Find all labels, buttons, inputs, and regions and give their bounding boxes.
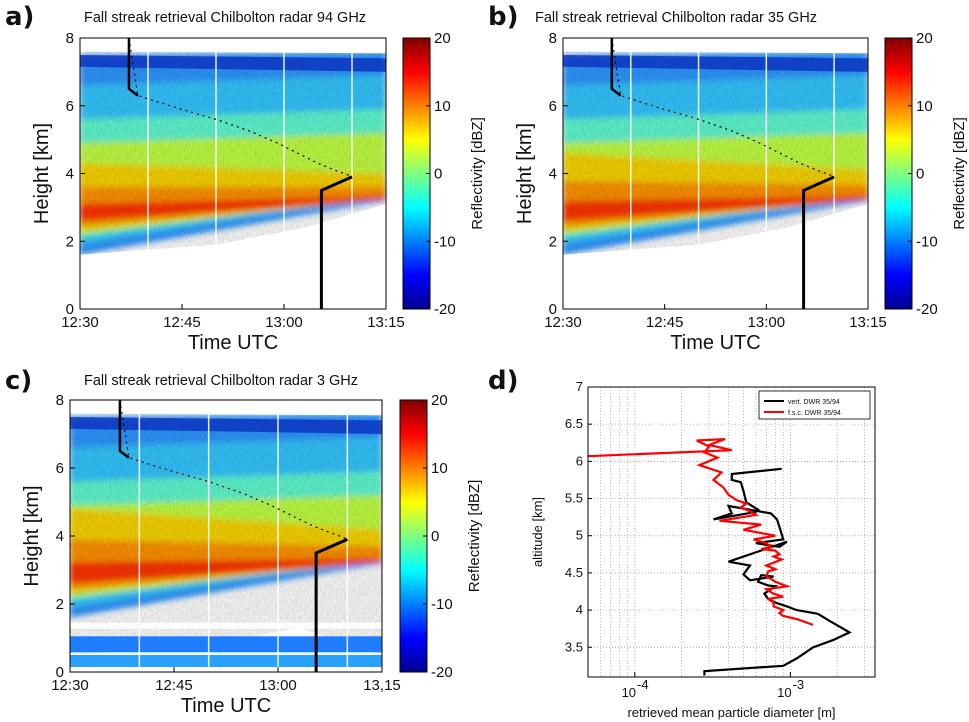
y-tick-label: 8 <box>66 30 74 47</box>
x-tick-label: 13:00 <box>265 314 303 331</box>
y-tick-label: 2 <box>56 596 64 613</box>
colorbar-tick-label: -20 <box>431 664 453 681</box>
colorbar-label: Reflectivity [dBZ] <box>466 480 483 593</box>
colorbar-tick-label: 20 <box>916 30 933 47</box>
colorbar-tick-label: -20 <box>434 301 456 318</box>
y-tick-label: 8 <box>549 30 557 47</box>
colorbar-tick-label: 0 <box>434 166 442 183</box>
x-tick-exponent: -3 <box>793 677 805 692</box>
colorbar-tick-label: 20 <box>431 392 448 409</box>
panel-title: Fall streak retrieval Chilbolton radar 9… <box>84 10 366 26</box>
colorbar-tick-label: 10 <box>434 98 451 115</box>
colorbar-tick-label: 0 <box>916 166 924 183</box>
colorbar <box>885 38 912 309</box>
colorbar-label: Reflectivity [dBZ] <box>469 117 486 230</box>
y-tick-label: 4 <box>56 528 64 545</box>
x-tick-label: 10 <box>777 685 791 700</box>
y-axis-label: altitude [km] <box>530 497 545 567</box>
panel-label: c) <box>5 366 32 396</box>
x-tick-label: 12:30 <box>61 314 99 331</box>
colorbar-tick-label: 20 <box>434 30 451 47</box>
colorbar-tick-label: -10 <box>431 596 453 613</box>
panel-label: d) <box>488 366 519 396</box>
x-tick-label: 12:30 <box>544 314 582 331</box>
y-tick-label: 4 <box>66 166 74 183</box>
panel-title: Fall streak retrieval Chilbolton radar 3… <box>535 10 817 26</box>
y-axis-label: Height [km] <box>21 485 43 586</box>
y-axis-label: Height [km] <box>31 123 53 224</box>
x-tick-label: 12:45 <box>155 677 193 694</box>
y-tick-label: 5.5 <box>565 491 583 506</box>
y-tick-label: 5 <box>576 528 583 543</box>
reflectivity-field <box>563 38 868 309</box>
colorbar <box>403 38 430 309</box>
x-tick-label: 13:15 <box>367 314 405 331</box>
plot-background <box>588 387 875 677</box>
colorbar-tick-label: -10 <box>434 233 456 250</box>
clear-sky-top <box>563 38 868 53</box>
y-tick-label: 4.5 <box>565 565 583 580</box>
colorbar-tick-label: 10 <box>431 460 448 477</box>
reflectivity-field <box>80 38 386 309</box>
y-tick-label: 6 <box>549 98 557 115</box>
x-axis-label: Time UTC <box>181 695 271 717</box>
y-tick-label: 6 <box>66 98 74 115</box>
colorbar-tick-label: 10 <box>916 98 933 115</box>
colorbar-label: Reflectivity [dBZ] <box>951 117 968 230</box>
x-tick-exponent: -4 <box>637 677 649 692</box>
y-tick-label: 7 <box>576 379 583 394</box>
x-tick-label: 13,15 <box>363 677 401 694</box>
y-tick-label: 2 <box>549 233 557 250</box>
panel-label: b) <box>488 2 519 32</box>
x-axis-label: Time UTC <box>188 332 278 354</box>
colorbar-tick-label: -10 <box>916 233 938 250</box>
x-axis-label: Time UTC <box>670 332 760 354</box>
x-tick-label: 13:00 <box>259 677 297 694</box>
colorbar <box>400 400 427 672</box>
panel-a-94ghz: a) Fall streak retrieval Chilbolton radar… <box>5 2 486 354</box>
y-tick-label: 6.5 <box>565 416 583 431</box>
texture <box>70 400 382 672</box>
legend-label-1: f.s.c. DWR 35/94 <box>788 410 841 417</box>
y-tick-label: 8 <box>56 392 64 409</box>
y-tick-label: 6 <box>56 460 64 477</box>
panel-title: Fall streak retrieval Chilbolton radar 3… <box>84 373 358 389</box>
panel-b-35ghz: b) Fall streak retrieval Chilbolton radar… <box>488 2 968 354</box>
panel-c-3ghz: c) Fall streak retrieval Chilbolton radar… <box>5 366 483 717</box>
x-tick-label: 12:45 <box>646 314 684 331</box>
x-tick-label: 12:30 <box>51 677 89 694</box>
x-tick-label: 12:45 <box>163 314 201 331</box>
y-axis-label: Height [km] <box>514 123 536 224</box>
low-clutter-band <box>70 636 382 652</box>
x-tick-label: 13:15 <box>849 314 887 331</box>
reflectivity-field <box>70 400 382 672</box>
clear-sky-top <box>70 400 382 415</box>
y-tick-label: 2 <box>66 233 74 250</box>
y-tick-label: 3.5 <box>565 639 583 654</box>
legend: vert. DWR 35/94 f.s.c. DWR 35/94 <box>759 391 870 419</box>
clear-sky-top <box>80 38 386 53</box>
legend-label-0: vert. DWR 35/94 <box>788 399 840 406</box>
y-tick-label: 4 <box>549 166 557 183</box>
colorbar-tick-label: 0 <box>431 528 439 545</box>
x-tick-label: 13:00 <box>748 314 786 331</box>
blank-band <box>70 623 382 629</box>
x-axis-label: retrieved mean particle diameter [m] <box>627 705 835 720</box>
colorbar-tick-label: -20 <box>916 301 938 318</box>
x-tick-label: 10 <box>622 685 636 700</box>
y-tick-label: 4 <box>576 602 583 617</box>
panel-label: a) <box>5 2 34 32</box>
panel-d-diameter-profile: d)3.544.555.566.5710-410-3retrieved mean… <box>488 366 875 720</box>
low-clutter-band <box>70 655 382 667</box>
y-tick-label: 6 <box>576 453 583 468</box>
